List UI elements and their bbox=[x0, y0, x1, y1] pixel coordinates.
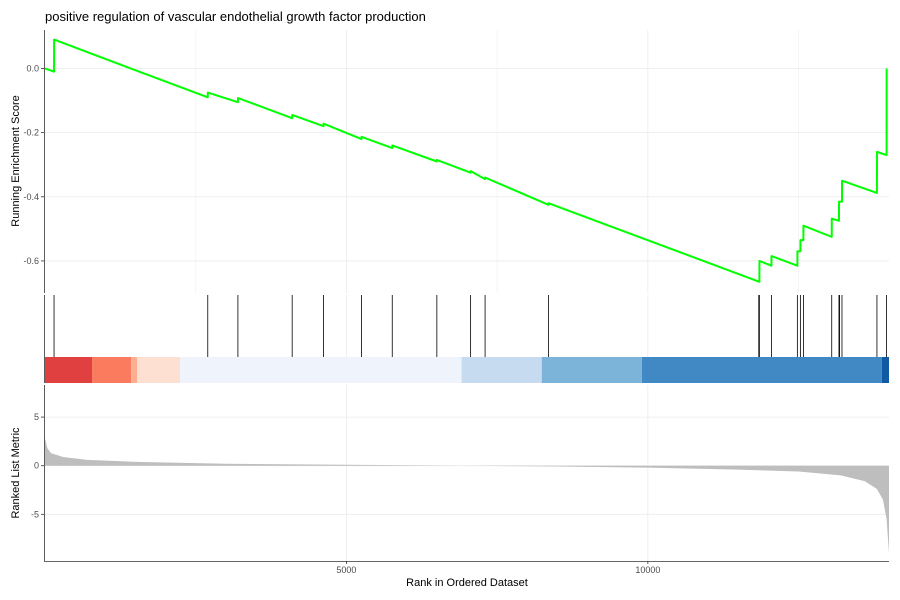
es-panel: 0.0 -0.2 -0.4 -0.6 Running Enrichment Score bbox=[10, 30, 889, 293]
color-bar-segment bbox=[180, 357, 462, 383]
color-bar-segment bbox=[881, 357, 889, 383]
color-bar-segment bbox=[541, 357, 642, 383]
running-es-line bbox=[44, 38, 888, 283]
color-bar-segment bbox=[92, 357, 132, 383]
x-tick-label: 5000 bbox=[336, 565, 356, 575]
es-y-tick-label: -0.4 bbox=[23, 192, 39, 202]
x-axis-ticks: 5000 10000 bbox=[336, 561, 660, 575]
chart-title: positive regulation of vascular endothel… bbox=[45, 9, 426, 24]
es-y-tick-label: 0.0 bbox=[26, 63, 39, 73]
hits-panel bbox=[44, 295, 889, 383]
es-y-tick-label: -0.2 bbox=[23, 128, 39, 138]
ranked-y-tick-label: 0 bbox=[34, 461, 39, 471]
gene-hit-lines bbox=[53, 295, 887, 357]
color-bar-segment bbox=[641, 357, 882, 383]
ranked-y-axis-title: Ranked List Metric bbox=[10, 427, 22, 519]
es-y-ticks: 0.0 -0.2 -0.4 -0.6 bbox=[23, 63, 44, 266]
es-y-axis-title: Running Enrichment Score bbox=[10, 95, 22, 226]
es-y-tick-label: -0.6 bbox=[23, 256, 39, 266]
ranked-panel: 5 0 -5 5000 10000 Ranked List Metric Rank i… bbox=[10, 385, 889, 589]
es-line-group bbox=[44, 38, 888, 283]
ranked-metric-area bbox=[45, 438, 889, 554]
color-bar-segment bbox=[45, 357, 93, 383]
x-tick-label: 10000 bbox=[635, 565, 660, 575]
color-bar-segment bbox=[131, 357, 138, 383]
ranked-y-ticks: 5 0 -5 bbox=[31, 412, 44, 519]
ranked-y-tick-label: -5 bbox=[31, 509, 39, 519]
rank-color-bar bbox=[45, 357, 889, 383]
ranked-y-tick-label: 5 bbox=[34, 412, 39, 422]
x-axis-title: Rank in Ordered Dataset bbox=[406, 577, 528, 589]
color-bar-segment bbox=[461, 357, 542, 383]
color-bar-segment bbox=[137, 357, 181, 383]
es-gridlines bbox=[45, 30, 889, 293]
